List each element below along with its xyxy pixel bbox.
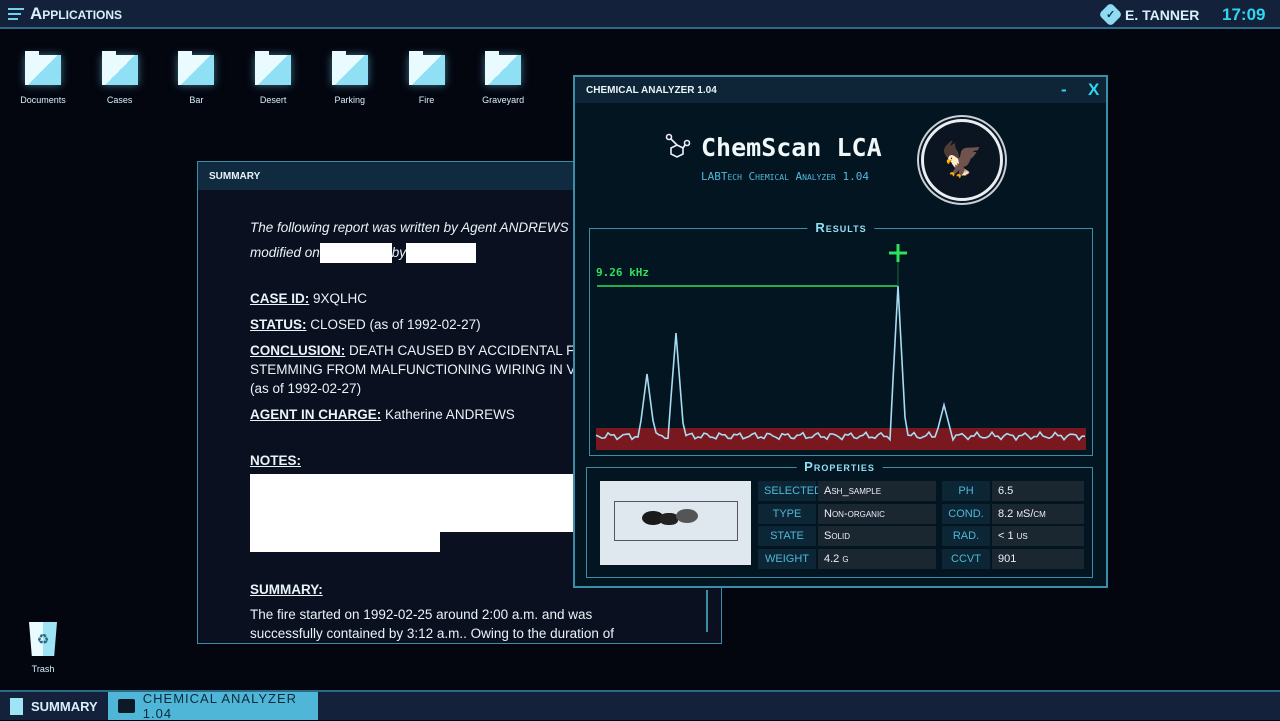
minimize-button[interactable]: - (1061, 80, 1067, 99)
user-name: E. TANNER (1125, 6, 1200, 23)
app-subtitle: LABTech Chemical Analyzer 1.04 (701, 170, 869, 183)
summary-text: The fire started on 1992-02-25 around 2:… (250, 607, 614, 642)
notes-heading: NOTES: (250, 453, 302, 469)
folder-icon (408, 51, 445, 85)
desktop-icon-documents[interactable]: Documents (13, 51, 73, 105)
desktop-icon-bar[interactable]: Bar (166, 51, 226, 105)
spectrum-graph (595, 244, 1086, 450)
applications-menu[interactable]: Applications (8, 4, 122, 24)
sample-image (600, 481, 751, 565)
crosshair-icon (889, 244, 907, 262)
property-label: SELECTED (758, 481, 822, 501)
property-label: CCVT (942, 548, 990, 569)
desktop-icon-parking[interactable]: Parking (320, 51, 380, 105)
desktop-icon-cases[interactable]: Cases (90, 51, 150, 105)
taskbar-item-summary[interactable]: SUMMARY (0, 692, 105, 720)
chemical-analyzer-window: CHEMICAL ANALYZER 1.04 - X ChemScan LCA … (573, 75, 1108, 588)
properties-title: Properties (796, 459, 883, 474)
desktop-icon-desert[interactable]: Desert (243, 51, 303, 105)
redaction (406, 243, 477, 264)
verified-badge-icon: ✓ (1098, 2, 1123, 27)
chem-title: CHEMICAL ANALYZER 1.04 (586, 85, 717, 96)
icon-label: Graveyard (482, 95, 525, 105)
redaction (319, 243, 392, 264)
property-value: 6.5 (992, 481, 1084, 501)
folder-icon (178, 51, 215, 85)
icon-label: Documents (20, 95, 66, 105)
app-brand: ChemScan LCA (701, 133, 882, 162)
conclusion: CONCLUSION: DEATH CAUSED BY ACCIDENTAL F… (250, 343, 598, 397)
close-button[interactable]: X (1088, 80, 1100, 99)
report-modified: modified on by (250, 243, 570, 264)
property-value: Ash_sample (818, 481, 936, 501)
cases-tray-icon (101, 51, 138, 85)
menu-icon (8, 8, 24, 20)
trash-label: Trash (31, 664, 55, 674)
property-value: < 1 us (992, 526, 1084, 546)
desktop-icon-trash[interactable]: ♻ Trash (13, 622, 73, 674)
icon-label: Bar (189, 95, 204, 105)
icon-label: Cases (106, 95, 133, 105)
property-label: WEIGHT (758, 548, 816, 569)
top-bar: Applications ✓ E. TANNER 17:09 (0, 0, 1280, 29)
user-badge[interactable]: ✓ E. TANNER (1098, 2, 1200, 27)
case-id: CASE ID: 9XQLHC (250, 291, 368, 307)
summary-heading: SUMMARY: (250, 582, 323, 598)
molecule-icon (665, 133, 691, 158)
property-value: 8.2 mS/cm (992, 503, 1084, 524)
agency-seal-logo: 🦅 (921, 119, 1003, 201)
taskbar: SUMMARY CHEMICAL ANALYZER 1.04 (0, 690, 1280, 721)
trash-icon: ♻ (29, 622, 57, 656)
agent-in-charge: AGENT IN CHARGE: Katherine ANDREWS (250, 407, 515, 423)
desktop-icon-fire[interactable]: Fire (397, 51, 457, 105)
notes-redacted (250, 474, 580, 554)
desktop-icon-graveyard[interactable]: Graveyard (473, 51, 533, 105)
applications-label: Applications (30, 4, 123, 23)
property-label: TYPE (758, 503, 816, 524)
results-panel: Results 9.26 kHz (589, 220, 1093, 456)
chem-title-bar[interactable]: CHEMICAL ANALYZER 1.04 (575, 77, 1106, 103)
properties-panel: Properties SELECTED Ash_sample TYPE Non-org… (586, 459, 1093, 578)
taskbar-label: CHEMICAL ANALYZER 1.04 (142, 691, 298, 721)
icon-label: Fire (418, 95, 435, 105)
taskbar-item-chemical-analyzer[interactable]: CHEMICAL ANALYZER 1.04 (108, 691, 318, 721)
folder-icon (255, 51, 292, 85)
monitor-icon (118, 699, 135, 713)
document-icon (10, 697, 23, 715)
scrollbar[interactable] (706, 590, 708, 632)
icon-label: Desert (259, 95, 287, 105)
results-title: Results (807, 220, 875, 235)
clock: 17:09 (1222, 5, 1266, 24)
property-value: Non-organic (818, 503, 936, 524)
report-intro: The following report was written by Agen… (250, 220, 569, 235)
property-label: PH (942, 481, 990, 501)
property-value: 901 (992, 548, 1084, 569)
property-label: COND. (942, 503, 990, 524)
property-label: RAD. (942, 526, 990, 546)
documents-folder-icon (25, 51, 61, 85)
icon-label: Parking (334, 95, 366, 105)
taskbar-label: SUMMARY (31, 698, 98, 714)
status: STATUS: CLOSED (as of 1992-02-27) (250, 317, 481, 333)
folder-icon (331, 51, 368, 85)
peak-frequency-label: 9.26 kHz (596, 266, 649, 279)
property-value: 4.2 g (818, 548, 936, 569)
property-label: STATE (758, 526, 816, 546)
folder-icon (485, 51, 522, 85)
property-value: Solid (818, 526, 936, 546)
spectrum-line (595, 285, 1085, 442)
